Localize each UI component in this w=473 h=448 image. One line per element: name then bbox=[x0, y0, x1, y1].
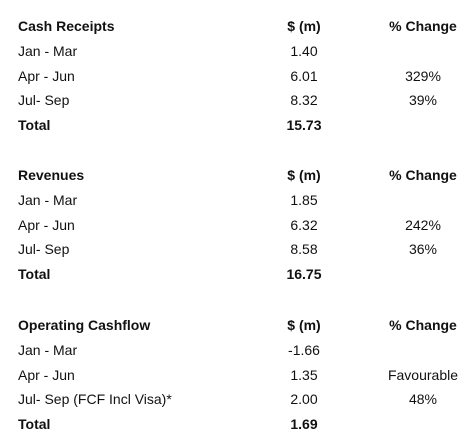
column-header: Operating Cashflow bbox=[18, 317, 151, 333]
amount: 1.85 bbox=[290, 191, 318, 208]
row-label: Jul- Sep bbox=[18, 241, 70, 258]
total-amount: 16.75 bbox=[286, 266, 322, 283]
amount: -1.66 bbox=[288, 341, 320, 358]
row-label: Jan - Mar bbox=[18, 341, 78, 358]
percent-change: 36% bbox=[408, 241, 438, 258]
percent-change: 242% bbox=[405, 216, 441, 233]
amount: 6.01 bbox=[290, 67, 318, 84]
column-header: Cash Receipts bbox=[18, 18, 115, 34]
row-label: Apr - Jun bbox=[18, 67, 75, 84]
column-header: % Change bbox=[389, 167, 457, 183]
column-header: % Change bbox=[389, 18, 457, 34]
row-label: Jul- Sep (FCF Incl Visa)* bbox=[18, 391, 172, 408]
row-label: Apr - Jun bbox=[18, 216, 75, 233]
row-label: Jan - Mar bbox=[18, 191, 78, 208]
total-amount: 1.69 bbox=[290, 416, 318, 433]
total-row-label: Total bbox=[18, 117, 51, 134]
total-amount: 15.73 bbox=[286, 117, 322, 134]
amount: 6.32 bbox=[290, 216, 318, 233]
row-label: Apr - Jun bbox=[18, 366, 75, 383]
column-header: $ (m) bbox=[287, 167, 321, 183]
percent-change: Favourable bbox=[387, 366, 459, 383]
row-label: Jan - Mar bbox=[18, 42, 78, 59]
amount: 8.58 bbox=[290, 241, 318, 258]
amount: 1.35 bbox=[290, 366, 318, 383]
column-header: % Change bbox=[389, 317, 457, 333]
total-row-label: Total bbox=[18, 416, 51, 433]
total-row-label: Total bbox=[18, 266, 51, 283]
column-header: Revenues bbox=[18, 167, 85, 183]
column-header: $ (m) bbox=[287, 317, 321, 333]
amount: 8.32 bbox=[290, 92, 318, 109]
column-header: $ (m) bbox=[287, 18, 321, 34]
percent-change: 48% bbox=[408, 391, 438, 408]
row-label: Jul- Sep bbox=[18, 92, 70, 109]
percent-change: 39% bbox=[408, 92, 438, 109]
percent-change: 329% bbox=[405, 67, 441, 84]
amount: 1.40 bbox=[290, 42, 318, 59]
amount: 2.00 bbox=[290, 391, 318, 408]
